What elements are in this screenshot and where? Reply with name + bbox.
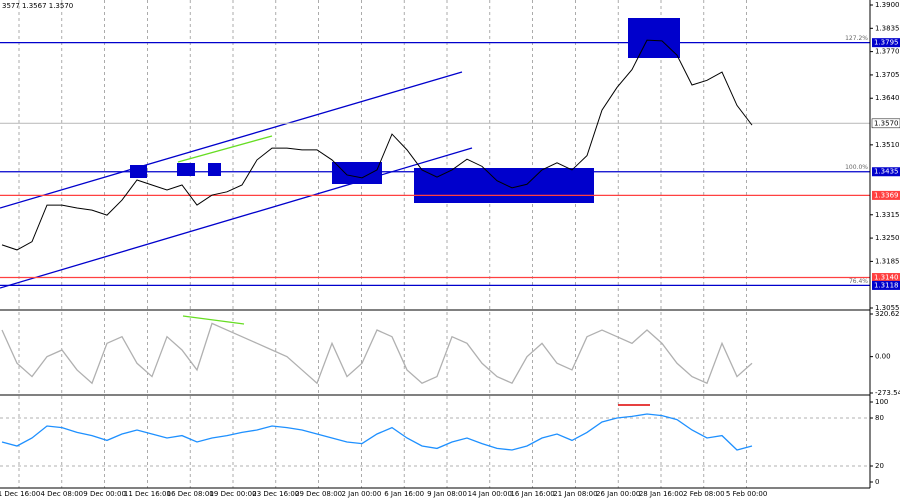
- level-label: 1.3140: [874, 274, 899, 282]
- level-label: 1.3435: [874, 168, 899, 176]
- series-line: [1, 39, 753, 251]
- y-tick-label: 0: [875, 478, 879, 486]
- x-tick-label: 2 Jan 00:00: [341, 490, 381, 498]
- x-tick-label: 23 Dec 16:00: [252, 490, 299, 498]
- zone-box: [208, 163, 221, 176]
- level-label: 1.3795: [874, 39, 899, 47]
- y-tick-label: 1.3055: [875, 304, 900, 312]
- level-label: 1.3369: [874, 191, 899, 199]
- x-tick-label: 1 Dec 16:00: [0, 490, 40, 498]
- x-tick-label: 4 Dec 08:00: [40, 490, 83, 498]
- level-tag: 100.0%: [845, 164, 868, 171]
- x-tick-label: 9 Jan 08:00: [427, 490, 467, 498]
- channel-line: [0, 71, 463, 209]
- level-label-box: [871, 118, 900, 129]
- level-label-box: [872, 167, 900, 177]
- y-tick-label: 320.6269: [875, 310, 900, 318]
- x-tick-label: 6 Jan 16:00: [384, 490, 424, 498]
- y-tick-label: 1.3185: [875, 257, 900, 265]
- x-tick-label: 9 Dec 00:00: [83, 490, 126, 498]
- level-label-box: [872, 38, 900, 48]
- x-tick-label: 29 Dec 08:00: [295, 490, 342, 498]
- level-label-box: [872, 273, 900, 283]
- x-tick-label: 16 Jan 16:00: [510, 490, 554, 498]
- x-tick-label: 16 Dec 08:00: [167, 490, 214, 498]
- chart-header: 3577 1.3567 1.3570: [2, 2, 73, 10]
- divergence-line: [177, 135, 273, 163]
- y-tick-label: 1.3770: [875, 48, 900, 56]
- level-label-box: [872, 190, 900, 200]
- y-tick-label: -273.545: [875, 389, 900, 397]
- zone-box: [332, 162, 382, 184]
- zone-box: [628, 18, 680, 58]
- y-tick-label: 1.3640: [875, 94, 900, 102]
- y-tick-label: 1.3250: [875, 234, 900, 242]
- zone-box: [177, 163, 195, 176]
- y-tick-label: 1.3705: [875, 71, 900, 79]
- divergence-line: [182, 315, 245, 325]
- x-tick-label: 5 Feb 00:00: [726, 490, 767, 498]
- x-tick-label: 11 Dec 16:00: [124, 490, 171, 498]
- y-tick-label: 20: [875, 462, 884, 470]
- y-tick-label: 80: [875, 414, 884, 422]
- level-label: 1.3118: [874, 281, 899, 289]
- series-line: [1, 413, 753, 451]
- x-tick-label: 14 Jan 00:00: [468, 490, 512, 498]
- y-tick-label: 0.00: [875, 353, 891, 361]
- y-tick-label: 1.3510: [875, 141, 900, 149]
- x-tick-label: 26 Jan 00:00: [596, 490, 640, 498]
- series-line: [1, 322, 753, 385]
- x-tick-label: 2 Feb 08:00: [683, 490, 724, 498]
- x-tick-label: 21 Jan 08:00: [553, 490, 597, 498]
- y-tick-label: 1.3900: [875, 1, 900, 9]
- level-label-box: [872, 280, 900, 290]
- zone-box: [414, 168, 594, 203]
- level-label: 1.3570: [874, 119, 899, 127]
- level-tag: 76.4%: [849, 278, 868, 285]
- y-tick-label: 1.3835: [875, 24, 900, 32]
- y-tick-label: 1.3315: [875, 211, 900, 219]
- x-tick-label: 28 Jan 16:00: [639, 490, 683, 498]
- level-tag: 127.2%: [845, 35, 868, 42]
- y-tick-label: 100: [875, 398, 888, 406]
- x-tick-label: 19 Dec 00:00: [209, 490, 256, 498]
